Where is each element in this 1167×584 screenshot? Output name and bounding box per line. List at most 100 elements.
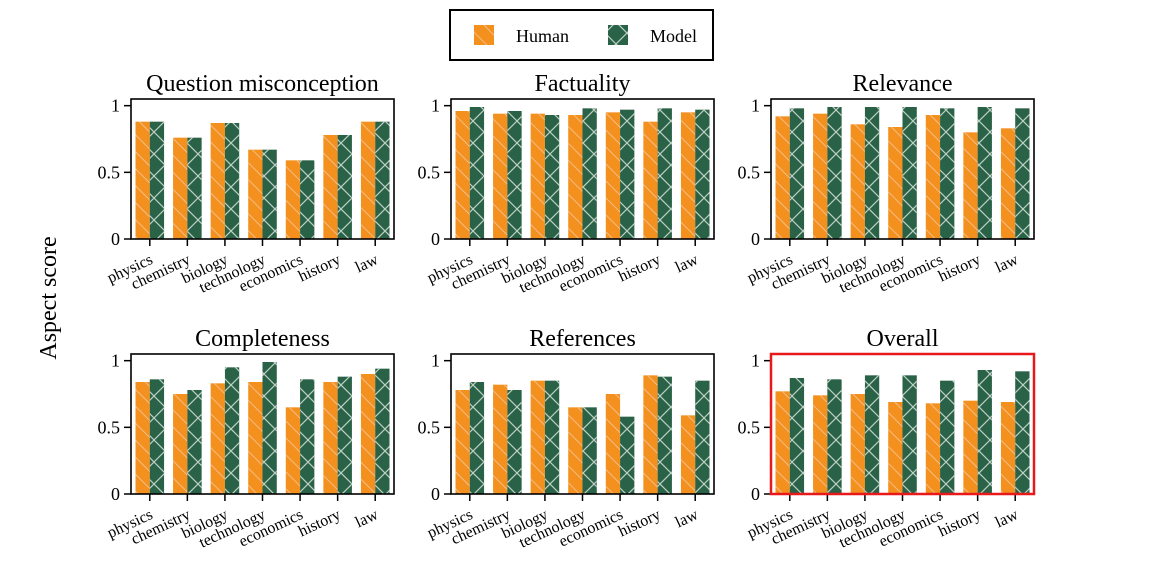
panel-title: Relevance [853, 71, 953, 97]
bar-model-hatch-physics [789, 108, 805, 239]
bar-human-hatch-technology [888, 127, 903, 239]
bar-human-hatch-law [1000, 402, 1016, 494]
legend: Human Model [449, 9, 714, 61]
bar-human-hatch-economics [285, 407, 301, 494]
panel-title: Factuality [535, 71, 631, 97]
plot-frame [450, 98, 715, 240]
x-tick-label: history [616, 506, 663, 540]
bar-model-hatch-economics [940, 380, 955, 494]
legend-item-human: Human [474, 25, 569, 46]
bar-model-hatch-biology [224, 123, 240, 239]
legend-swatch-model-hatch [608, 25, 628, 45]
bar-model-hatch-technology [582, 108, 597, 239]
legend-swatch-human-hatch [474, 25, 494, 45]
bar-model-hatch-biology [224, 367, 240, 494]
y-tick-label: 0.5 [98, 417, 121, 437]
bar-human-hatch-history [323, 135, 338, 239]
bar-human-hatch-law [680, 415, 696, 494]
x-tick-label: history [936, 506, 983, 540]
chart-panel-4: Completeness00.51physicschemistrybiology… [98, 326, 395, 552]
bar-human-hatch-economics [925, 403, 941, 494]
bar-model-hatch-chemistry [507, 111, 522, 239]
y-tick-label: 0.5 [738, 417, 761, 437]
bar-human-hatch-history [643, 121, 658, 239]
x-tick-label: history [616, 251, 663, 285]
bar-human-hatch-economics [605, 112, 621, 239]
bar-human-hatch-history [643, 375, 658, 494]
bar-human-hatch-physics [455, 390, 470, 494]
bar-human-hatch-law [360, 121, 376, 239]
bar-human-hatch-chemistry [173, 137, 188, 239]
bar-model-hatch-law [1015, 108, 1030, 239]
plot-frame [130, 353, 395, 495]
bar-model-hatch-technology [902, 375, 917, 494]
bar-model-hatch-economics [620, 416, 635, 494]
chart-panel-2: Factuality00.51physicschemistrybiologyte… [418, 71, 715, 297]
bar-model-hatch-biology [544, 380, 560, 494]
x-tick-label: history [296, 506, 343, 540]
bar-human-hatch-chemistry [813, 113, 828, 239]
plot-frame [450, 353, 715, 495]
bar-model-hatch-physics [149, 121, 165, 239]
bar-human-hatch-history [963, 400, 978, 494]
bar-model-hatch-technology [262, 149, 277, 239]
bar-model-hatch-chemistry [507, 390, 522, 494]
y-tick-label: 0 [111, 484, 120, 504]
y-tick-label: 0 [431, 229, 440, 249]
y-tick-label: 0 [751, 229, 760, 249]
bar-human-hatch-biology [530, 380, 545, 494]
y-tick-label: 1 [751, 351, 760, 371]
bar-model-hatch-biology [864, 375, 880, 494]
bar-model-hatch-economics [300, 379, 315, 494]
bar-model-hatch-economics [620, 109, 635, 240]
bar-model-hatch-technology [262, 362, 277, 494]
bar-human-hatch-biology [530, 113, 545, 239]
bar-model-hatch-technology [902, 107, 917, 239]
bar-model-hatch-history [657, 376, 672, 494]
bar-human-hatch-law [360, 374, 376, 494]
bar-human-hatch-biology [210, 383, 225, 494]
bar-human-hatch-law [1000, 128, 1016, 239]
bar-human-hatch-history [963, 132, 978, 239]
x-tick-label: law [353, 506, 382, 531]
bar-human-hatch-biology [210, 123, 225, 239]
bar-model-hatch-physics [469, 382, 485, 494]
panel-title: Question misconception [146, 71, 379, 97]
y-tick-label: 0.5 [98, 162, 121, 182]
y-tick-label: 0.5 [418, 417, 441, 437]
bar-model-hatch-law [375, 121, 390, 239]
bar-human-hatch-history [323, 382, 338, 494]
bar-human-hatch-technology [568, 407, 583, 494]
y-tick-label: 0 [751, 484, 760, 504]
bar-human-hatch-technology [568, 115, 583, 239]
bar-human-hatch-physics [455, 111, 470, 239]
bar-human-hatch-physics [135, 121, 150, 239]
bar-human-hatch-technology [248, 149, 263, 239]
bar-human-hatch-chemistry [813, 395, 828, 494]
chart-panel-5: References00.51physicschemistrybiologyte… [418, 326, 715, 552]
bar-model-hatch-history [657, 108, 672, 239]
bar-model-hatch-biology [864, 107, 880, 239]
bar-human-hatch-chemistry [493, 113, 508, 239]
y-tick-label: 1 [751, 96, 760, 116]
bar-model-hatch-physics [469, 107, 485, 239]
y-tick-label: 0 [431, 484, 440, 504]
y-tick-label: 1 [431, 351, 440, 371]
bar-human-hatch-technology [888, 402, 903, 494]
bar-human-hatch-law [680, 112, 696, 239]
x-tick-label: law [353, 251, 382, 276]
bar-model-hatch-chemistry [827, 107, 842, 239]
y-axis-label: Aspect score [36, 236, 62, 359]
legend-label-human: Human [516, 26, 569, 46]
bar-human-hatch-economics [925, 115, 941, 239]
x-tick-label: history [936, 251, 983, 285]
bar-human-hatch-economics [605, 394, 621, 494]
bar-model-hatch-history [977, 370, 992, 494]
bar-model-hatch-physics [789, 378, 805, 494]
y-tick-label: 0.5 [418, 162, 441, 182]
x-tick-label: law [993, 251, 1022, 276]
chart-panel-3: Relevance00.51physicschemistrybiologytec… [738, 71, 1035, 297]
y-tick-label: 1 [111, 351, 120, 371]
y-tick-label: 0.5 [738, 162, 761, 182]
